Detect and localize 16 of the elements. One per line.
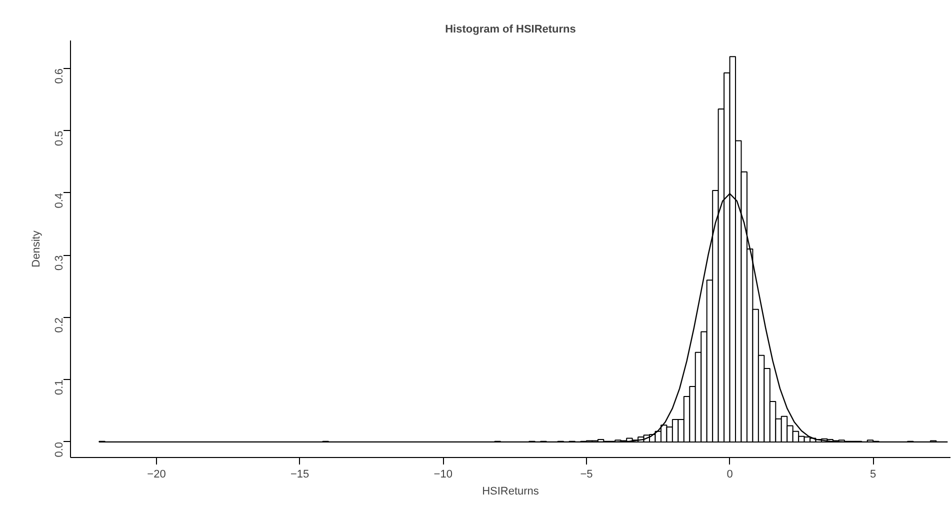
x-axis-title: HSIReturns xyxy=(482,486,540,498)
y-axis-title: Density xyxy=(30,230,42,268)
y-tick-label: 0.1 xyxy=(54,380,66,395)
x-tick-label: −15 xyxy=(290,468,310,480)
y-tick-label: 0.0 xyxy=(54,442,66,458)
x-tick-label: 0 xyxy=(726,468,733,480)
y-tick-label: 0.2 xyxy=(54,317,66,333)
y-tick-label: 0.6 xyxy=(54,68,66,84)
x-tick-label: −20 xyxy=(147,468,166,480)
x-tick-label: −10 xyxy=(434,468,452,480)
y-tick-label: 0.4 xyxy=(54,192,66,208)
x-tick-label: −5 xyxy=(580,468,593,480)
chart-title: Histogram of HSIReturns xyxy=(445,24,576,36)
y-tick-label: 0.5 xyxy=(54,130,66,146)
x-tick-label: 5 xyxy=(870,468,876,480)
y-tick-label: 0.3 xyxy=(54,255,66,271)
